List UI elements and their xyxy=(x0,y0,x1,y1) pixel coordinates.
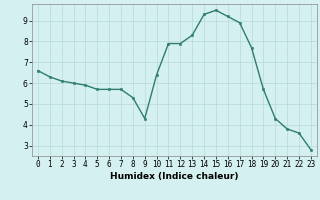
X-axis label: Humidex (Indice chaleur): Humidex (Indice chaleur) xyxy=(110,172,239,181)
